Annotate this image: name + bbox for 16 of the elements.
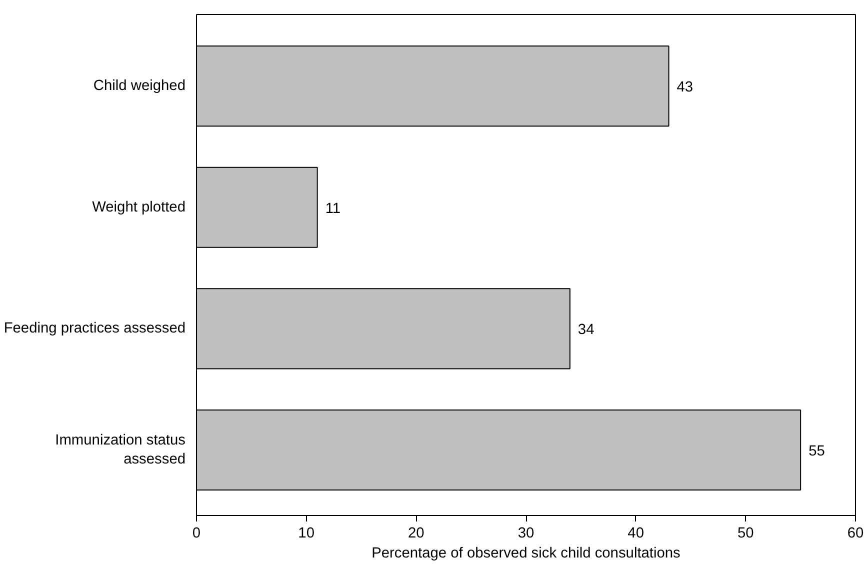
y-tick-label: Feeding practices assessed [4, 320, 186, 337]
x-tick-label: 0 [192, 526, 201, 542]
y-tick-label: Weight plotted [92, 199, 186, 216]
x-tick-label: 10 [298, 526, 314, 542]
y-tick-label: Child weighed [93, 78, 186, 94]
x-tick-label: 60 [847, 526, 864, 542]
x-tick-label: 20 [408, 526, 424, 542]
x-axis-title: Percentage of observed sick child consultations [372, 546, 680, 562]
data-label: 34 [578, 322, 594, 338]
data-label: 11 [325, 200, 341, 217]
x-tick-label: 30 [518, 526, 534, 542]
data-label: 55 [808, 443, 825, 460]
data-label: 43 [676, 80, 694, 96]
x-tick-label: 40 [628, 526, 644, 542]
y-tick-label: Immunization status assessed [55, 432, 186, 468]
x-tick-label: 50 [738, 526, 754, 542]
